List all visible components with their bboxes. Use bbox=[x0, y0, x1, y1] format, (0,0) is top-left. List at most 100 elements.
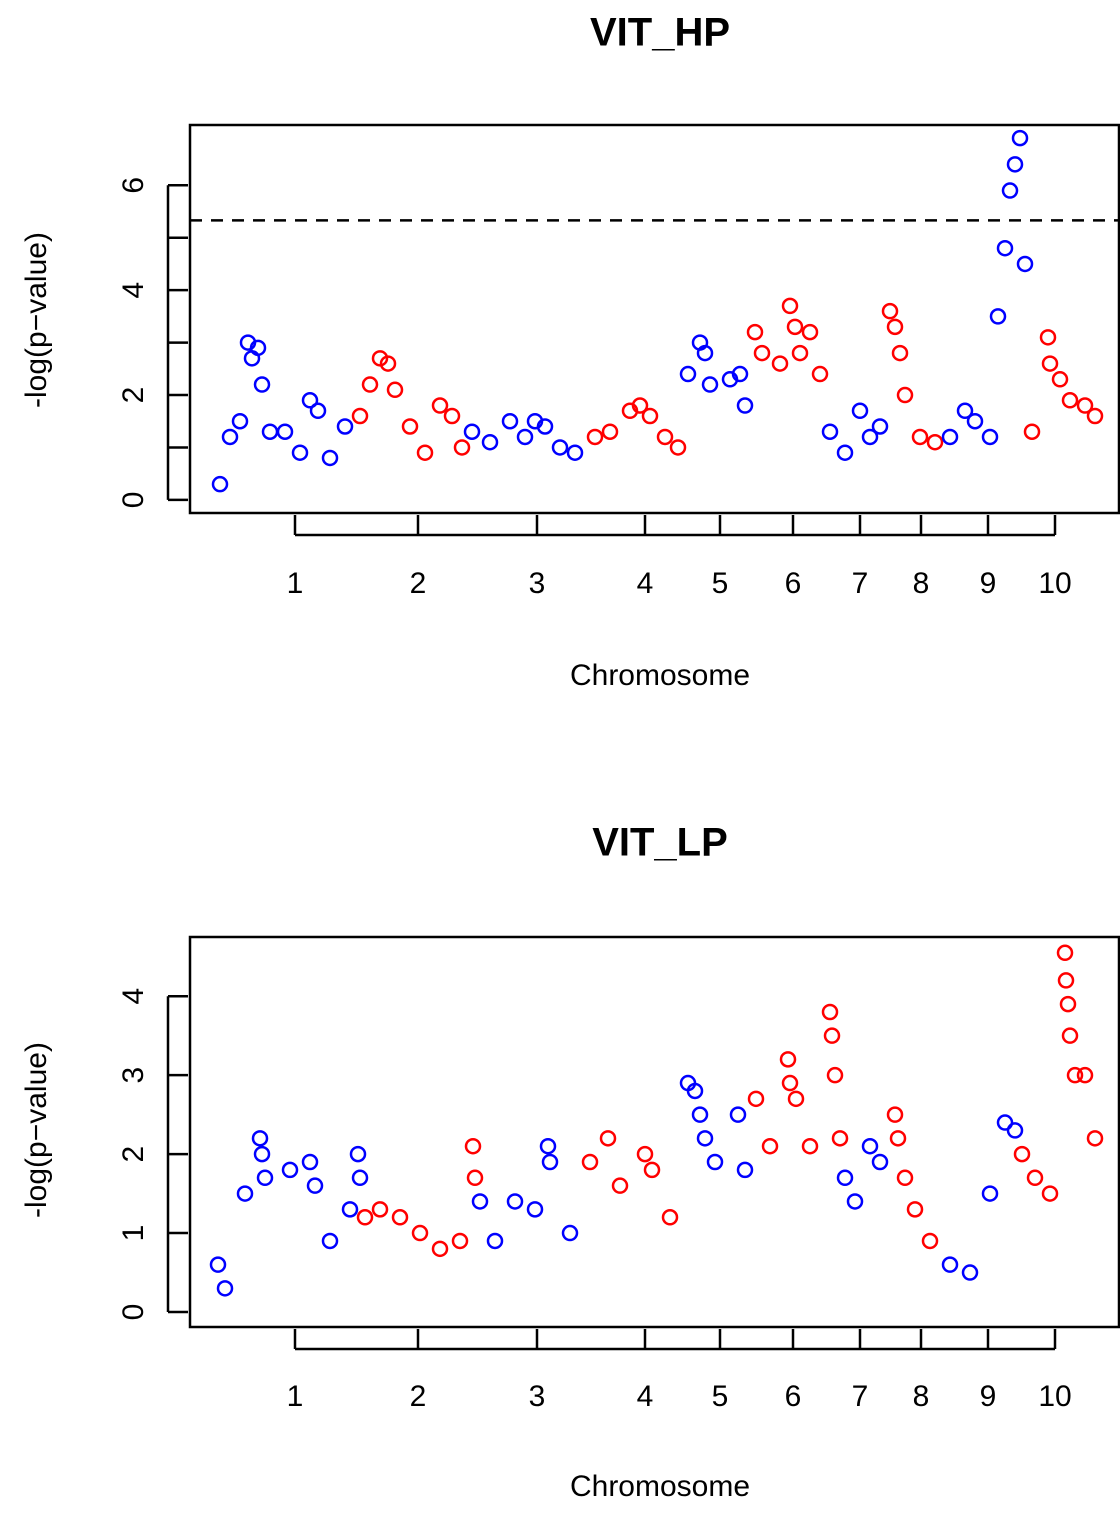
point bbox=[836, 444, 854, 461]
point bbox=[431, 1240, 449, 1258]
point bbox=[411, 1224, 429, 1242]
point bbox=[416, 444, 434, 461]
point bbox=[801, 1137, 819, 1155]
point bbox=[826, 1066, 844, 1084]
x-axis-label: Chromosome bbox=[570, 659, 750, 692]
point bbox=[1006, 1122, 1024, 1139]
y-axis-label: -log(p−value) bbox=[20, 232, 53, 408]
point bbox=[541, 1153, 559, 1171]
point bbox=[886, 1106, 904, 1123]
x-tick-label: 5 bbox=[712, 1380, 729, 1413]
point bbox=[941, 428, 959, 446]
point bbox=[539, 1137, 557, 1155]
x-tick-label: 8 bbox=[913, 567, 930, 600]
point bbox=[631, 397, 649, 414]
point bbox=[453, 439, 471, 456]
point bbox=[966, 412, 984, 430]
y-tick-label: 0 bbox=[117, 1304, 150, 1321]
y-tick-label: 3 bbox=[117, 1067, 150, 1084]
point bbox=[1056, 944, 1074, 962]
point bbox=[379, 355, 397, 372]
point bbox=[871, 1153, 889, 1171]
point bbox=[1039, 329, 1057, 346]
point bbox=[431, 397, 449, 414]
point bbox=[1011, 129, 1029, 147]
point bbox=[443, 407, 461, 425]
point bbox=[861, 1137, 879, 1155]
y-tick-label: 4 bbox=[117, 988, 150, 1005]
point bbox=[691, 1106, 709, 1123]
point bbox=[486, 1232, 504, 1250]
point bbox=[771, 355, 789, 372]
point bbox=[821, 1003, 839, 1021]
point bbox=[1016, 255, 1034, 273]
point bbox=[306, 1177, 324, 1194]
point bbox=[1041, 1185, 1059, 1202]
point bbox=[786, 318, 804, 336]
point bbox=[956, 402, 974, 420]
point bbox=[253, 1145, 271, 1163]
point bbox=[301, 392, 319, 409]
point bbox=[886, 318, 904, 336]
point bbox=[506, 1193, 524, 1210]
y-tick-label: 0 bbox=[117, 492, 150, 509]
point bbox=[466, 1169, 484, 1187]
point bbox=[516, 428, 534, 446]
x-tick-label: 6 bbox=[785, 567, 802, 600]
point bbox=[1051, 371, 1069, 388]
point bbox=[1059, 995, 1077, 1013]
x-tick-label: 10 bbox=[1038, 1380, 1071, 1413]
point bbox=[779, 1051, 797, 1068]
point bbox=[996, 239, 1014, 257]
point bbox=[251, 1130, 269, 1147]
x-tick-label: 9 bbox=[980, 1380, 997, 1413]
point bbox=[906, 1201, 924, 1218]
point bbox=[1041, 355, 1059, 372]
point bbox=[501, 412, 519, 430]
point bbox=[321, 449, 339, 467]
point bbox=[291, 444, 309, 461]
point bbox=[586, 428, 604, 446]
point bbox=[736, 1161, 754, 1179]
point bbox=[781, 297, 799, 315]
point bbox=[787, 1090, 805, 1108]
point bbox=[729, 1106, 747, 1123]
point bbox=[481, 433, 499, 451]
y-tick-label: 6 bbox=[117, 177, 150, 194]
point bbox=[1086, 407, 1104, 425]
point bbox=[526, 1201, 544, 1218]
point bbox=[221, 428, 239, 446]
point bbox=[669, 439, 687, 456]
x-tick-label: 2 bbox=[410, 1380, 427, 1413]
point bbox=[581, 1153, 599, 1171]
point bbox=[1076, 1066, 1094, 1084]
x-tick-label: 7 bbox=[852, 1380, 869, 1413]
point bbox=[761, 1137, 779, 1155]
point bbox=[1026, 1169, 1044, 1187]
point bbox=[736, 397, 754, 414]
point bbox=[821, 423, 839, 440]
x-tick-label: 10 bbox=[1038, 567, 1071, 600]
point bbox=[791, 344, 809, 362]
point bbox=[731, 365, 749, 383]
point bbox=[661, 1209, 679, 1226]
point bbox=[321, 1232, 339, 1250]
point bbox=[896, 1169, 914, 1187]
point bbox=[601, 423, 619, 440]
y-tick-label: 1 bbox=[117, 1225, 150, 1242]
point bbox=[811, 365, 829, 383]
point bbox=[746, 323, 764, 341]
point bbox=[1057, 972, 1075, 989]
x-tick-label: 4 bbox=[637, 567, 654, 600]
point bbox=[941, 1256, 959, 1273]
point bbox=[356, 1209, 374, 1226]
chart-title: VIT_HP bbox=[590, 11, 730, 55]
point bbox=[561, 1224, 579, 1242]
point bbox=[1006, 156, 1024, 173]
point bbox=[551, 439, 569, 456]
point bbox=[996, 1114, 1014, 1131]
y-tick-label: 2 bbox=[117, 1146, 150, 1163]
point bbox=[464, 1137, 482, 1155]
x-tick-label: 5 bbox=[712, 567, 729, 600]
point bbox=[536, 418, 554, 435]
